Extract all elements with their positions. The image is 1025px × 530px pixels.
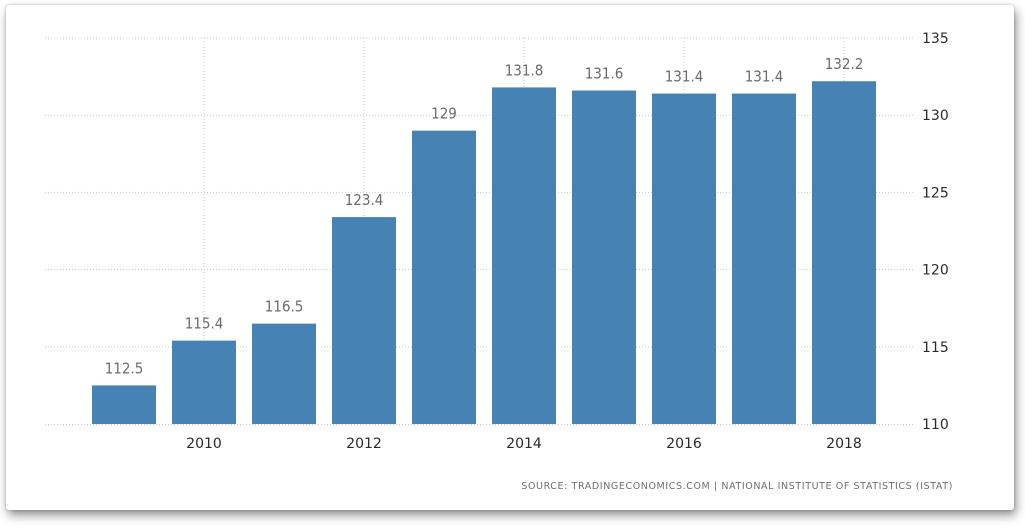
bar xyxy=(332,217,396,424)
bar xyxy=(252,323,316,424)
bar-value-label: 131.4 xyxy=(745,68,784,86)
bar-value-label: 131.4 xyxy=(665,68,704,86)
y-tick-label: 130 xyxy=(922,108,949,124)
x-tick-label: 2014 xyxy=(506,436,542,452)
value-labels: 112.5 115.4 116.5 123.4 129 131.8 131.6 131.4 13… xyxy=(105,55,864,377)
x-tick-label: 2016 xyxy=(666,436,702,452)
bar-value-label: 132.2 xyxy=(825,55,864,73)
y-tick-label: 125 xyxy=(922,185,949,201)
bar xyxy=(492,87,556,425)
y-tick-label: 110 xyxy=(922,417,949,433)
bar-value-label: 115.4 xyxy=(185,315,224,333)
bar-value-label: 129 xyxy=(431,105,457,123)
bar xyxy=(572,90,636,424)
bar xyxy=(412,130,476,424)
bar xyxy=(732,93,796,425)
source-note: SOURCE: TRADINGECONOMICS.COM | NATIONAL … xyxy=(521,481,953,492)
y-tick-label: 120 xyxy=(922,263,949,279)
bar xyxy=(652,93,716,425)
x-tick-label: 2012 xyxy=(346,436,382,452)
x-tick-label: 2018 xyxy=(826,436,862,452)
bar xyxy=(812,81,876,425)
bar-value-label: 131.8 xyxy=(505,61,544,79)
bars xyxy=(92,81,876,425)
bar-value-label: 123.4 xyxy=(345,191,384,209)
x-tick-label: 2010 xyxy=(186,436,222,452)
x-axis-ticks: 2010 2012 2014 2016 2018 xyxy=(186,436,862,452)
bar-value-label: 131.6 xyxy=(585,64,624,82)
bar xyxy=(92,385,156,424)
bar xyxy=(172,340,236,424)
y-tick-label: 135 xyxy=(922,31,949,47)
bar-value-label: 116.5 xyxy=(265,298,304,316)
y-tick-label: 115 xyxy=(922,340,949,356)
y-axis-ticks: 110 115 120 125 130 135 xyxy=(922,31,949,433)
bar-value-label: 112.5 xyxy=(105,359,144,377)
